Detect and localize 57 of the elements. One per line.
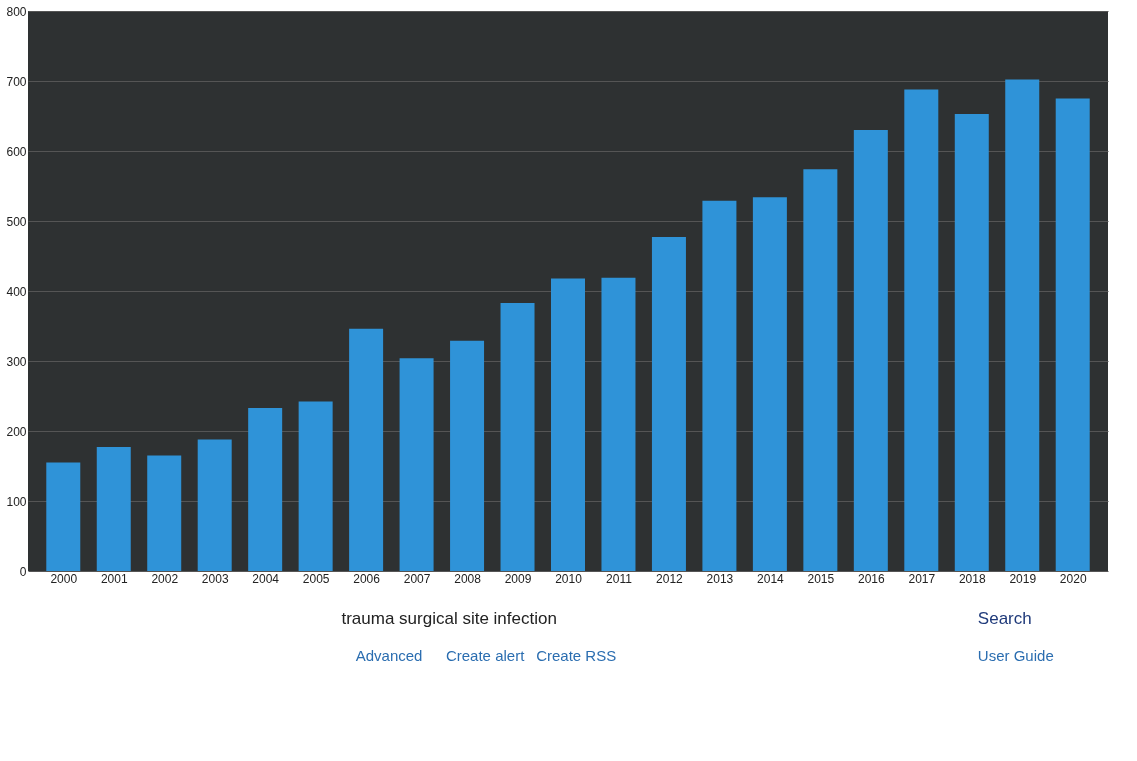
bar bbox=[147, 455, 182, 571]
bar bbox=[500, 302, 535, 571]
x-tick-label: 2010 bbox=[555, 571, 583, 586]
bar bbox=[853, 130, 888, 571]
y-tick-label: 300 bbox=[6, 354, 27, 369]
x-tick-label: 2001 bbox=[100, 571, 128, 586]
bar bbox=[651, 237, 686, 571]
text: User Guide bbox=[977, 647, 1054, 664]
x-tick-label: 2004 bbox=[252, 571, 280, 586]
bar bbox=[1005, 79, 1040, 571]
text: Advanced bbox=[355, 647, 423, 664]
x-tick-label: 2006 bbox=[353, 571, 381, 586]
y-tick-label: 500 bbox=[6, 214, 27, 229]
bar bbox=[752, 197, 787, 571]
bar bbox=[904, 89, 939, 571]
bar bbox=[248, 407, 283, 571]
x-tick-label: 2007 bbox=[403, 571, 431, 586]
bar bbox=[399, 358, 434, 571]
bar bbox=[551, 278, 585, 571]
x-tick-label: 2014 bbox=[757, 571, 785, 586]
bar bbox=[954, 113, 989, 571]
bar bbox=[1055, 98, 1090, 571]
x-tick-label: 2020 bbox=[1059, 571, 1087, 586]
bar bbox=[46, 462, 81, 571]
bar bbox=[803, 169, 838, 571]
bar bbox=[298, 401, 333, 571]
x-tick-label: 2005 bbox=[302, 571, 330, 586]
x-tick-label: 2000 bbox=[50, 571, 78, 586]
x-tick-label: 2003 bbox=[201, 571, 229, 586]
x-tick-label: 2011 bbox=[606, 571, 633, 586]
x-tick-label: 2018 bbox=[958, 571, 986, 586]
text: Search bbox=[977, 609, 1032, 628]
x-tick-label: 2017 bbox=[908, 571, 936, 586]
y-tick-label: 600 bbox=[6, 144, 27, 159]
text: Create alert bbox=[445, 647, 526, 664]
x-tick-label: 2019 bbox=[1009, 571, 1037, 586]
text: Create RSS bbox=[536, 647, 617, 664]
x-tick-label: 2016 bbox=[857, 571, 885, 586]
x-tick-label: 2009 bbox=[504, 571, 532, 586]
bar bbox=[450, 340, 485, 571]
y-tick-label: 100 bbox=[6, 494, 27, 509]
bar bbox=[349, 328, 384, 571]
text: trauma surgical site infection bbox=[341, 609, 557, 628]
y-tick-label: 0 bbox=[19, 564, 27, 579]
x-tick-label: 2002 bbox=[151, 571, 179, 586]
y-tick-label: 800 bbox=[6, 4, 27, 19]
y-tick-label: 400 bbox=[6, 284, 27, 299]
x-tick-label: 2012 bbox=[656, 571, 684, 586]
y-tick-label: 700 bbox=[6, 74, 27, 89]
bar bbox=[702, 200, 737, 571]
x-tick-label: 2008 bbox=[454, 571, 482, 586]
bar bbox=[96, 447, 131, 571]
y-tick-label: 200 bbox=[6, 424, 27, 439]
x-tick-label: 2013 bbox=[706, 571, 734, 586]
bar bbox=[601, 277, 636, 571]
x-tick-label: 2015 bbox=[807, 571, 835, 586]
bar bbox=[197, 439, 232, 571]
